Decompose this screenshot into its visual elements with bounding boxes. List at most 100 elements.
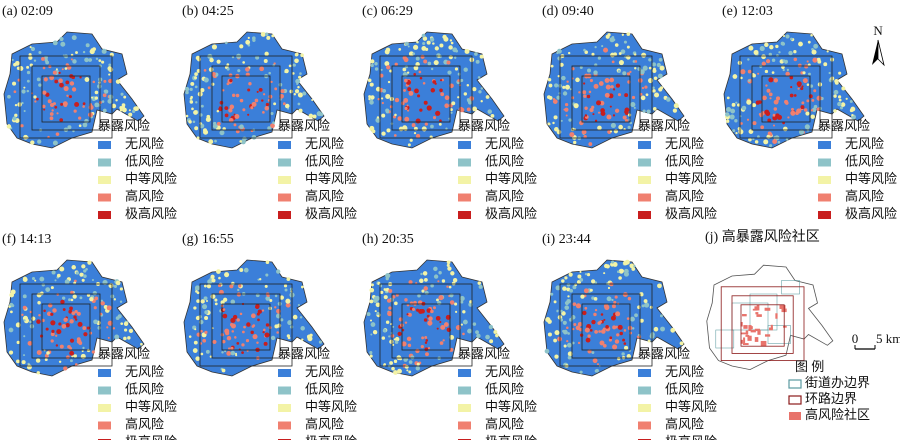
risk-patch [66,355,70,360]
risk-patch [370,59,375,64]
risk-patch [778,51,781,54]
risk-patch [757,135,760,139]
risk-patch [52,140,58,146]
risk-patch [793,50,797,54]
risk-patch [297,303,300,307]
subdistrict-boundary [781,280,800,295]
risk-patch [411,123,416,128]
map [706,264,834,371]
high-risk-community [755,312,759,315]
risk-patch [597,321,601,325]
risk-patch [632,60,636,63]
risk-patch [415,133,421,139]
risk-patch [58,322,62,326]
risk-patch [594,46,597,49]
risk-patch [584,327,590,333]
risk-patch [599,340,605,346]
risk-patch [596,363,600,366]
risk-patch [248,82,252,86]
risk-patch [610,122,616,129]
risk-patch [554,126,559,132]
risk-patch [560,309,563,313]
risk-patch [421,126,427,132]
risk-patch [765,59,771,64]
risk-patch [731,102,736,107]
legend-swatch [818,211,831,219]
risk-patch [631,267,636,271]
risk-patch [423,318,428,322]
legend-label: 高风险 [845,188,884,203]
risk-patch [621,352,625,356]
risk-patch [369,354,373,358]
risk-patch [274,294,278,298]
risk-patch [460,78,464,82]
risk-patch [768,77,774,83]
risk-patch [458,106,464,112]
risk-patch [566,287,571,292]
risk-patch [51,329,55,333]
risk-patch [128,109,131,112]
legend-title: 暴露风险 [638,118,690,133]
risk-patch [106,326,109,329]
risk-patch [800,87,804,91]
risk-patch [250,313,256,319]
map [723,31,865,149]
risk-patch [612,88,616,91]
legend-title: 暴露风险 [278,118,330,133]
risk-patch [557,75,560,78]
legend-title: 暴露风险 [458,346,510,361]
risk-patch [26,65,30,69]
risk-patch [73,109,77,113]
risk-patch [666,97,671,102]
risk-patch [598,330,602,333]
risk-patch [464,48,470,54]
risk-patch [834,78,839,84]
risk-patch [374,62,378,66]
risk-patch [618,268,624,274]
legend-label: 中等风险 [845,171,897,186]
risk-patch [555,285,561,291]
risk-patch [806,99,810,103]
risk-patch [56,293,60,296]
risk-patch [51,109,54,112]
risk-patch [433,274,439,279]
risk-patch [454,56,457,59]
risk-patch [226,351,232,356]
risk-patch [740,76,743,80]
legend-label: 低风险 [485,381,524,396]
risk-patch [107,98,113,104]
risk-patch [600,313,604,316]
ring-road [379,55,473,139]
risk-patch [28,55,33,60]
risk-patch [426,40,431,45]
legend-label: 极高风险 [665,206,717,221]
risk-patch [78,124,82,128]
risk-patch [729,114,735,120]
risk-patch [200,87,205,93]
risk-patch [584,106,588,110]
risk-patch [762,95,767,101]
risk-patch [23,335,26,338]
risk-patch [626,72,631,76]
risk-patch [636,335,640,339]
risk-patch [370,322,376,327]
risk-patch [123,321,129,327]
risk-patch [394,113,397,117]
legend-swatch [98,176,111,184]
subdistrict-boundary [715,329,735,349]
risk-patch [434,46,439,51]
risk-patch [768,52,772,57]
risk-patch [271,34,275,38]
risk-patch [773,107,778,111]
risk-patch [88,112,93,118]
risk-patch [188,120,192,124]
risk-patch [562,286,567,291]
risk-patch [566,340,569,343]
scale-zero: 0 [852,331,859,346]
risk-patch [101,48,107,54]
risk-patch [773,99,779,105]
risk-patch [255,303,260,309]
legend-swatch [638,404,651,412]
risk-patch [273,102,277,106]
risk-patch [230,323,236,329]
